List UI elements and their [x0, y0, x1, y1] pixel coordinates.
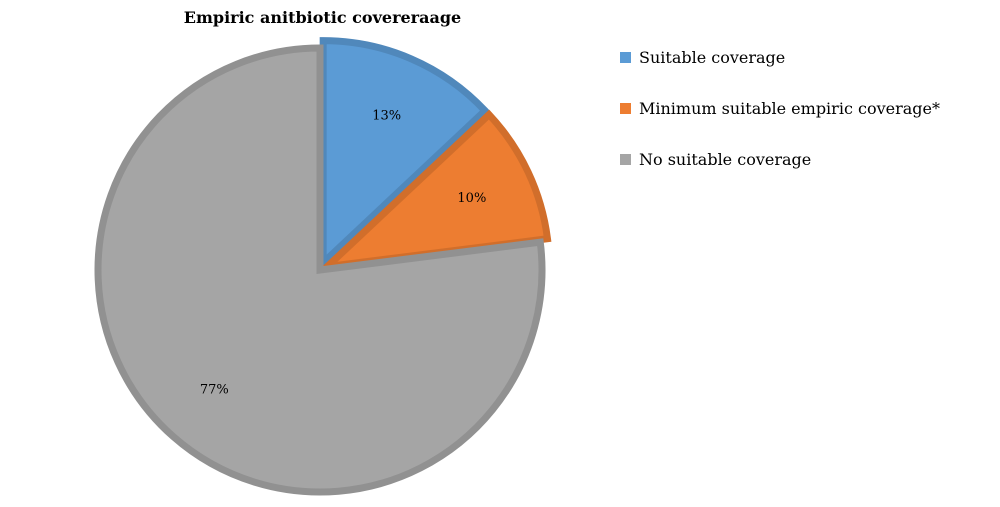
slice-label-suitable: 13% [372, 108, 401, 123]
pie-slice-none [94, 44, 546, 496]
legend-swatch-none [620, 153, 631, 165]
legend-item-minimum: Minimum suitable empiric coverage* [620, 97, 940, 119]
slice-label-none: 77% [200, 382, 229, 397]
legend-item-suitable: Suitable coverage [620, 46, 940, 68]
chart-title: Empiric anitbiotic covereraage [183, 8, 462, 27]
pie-slice-suitable [319, 37, 490, 271]
pie-slice-minimum [316, 109, 552, 272]
legend-label-none: No suitable coverage [639, 149, 812, 169]
legend-swatch-suitable [620, 51, 631, 63]
slice-label-minimum: 10% [457, 191, 486, 206]
legend-item-none: No suitable coverage [620, 148, 940, 170]
legend-swatch-minimum [620, 102, 631, 114]
legend-label-minimum: Minimum suitable empiric coverage* [639, 98, 940, 118]
legend-label-suitable: Suitable coverage [639, 47, 786, 67]
legend: Suitable coverage Minimum suitable empir… [620, 46, 940, 199]
